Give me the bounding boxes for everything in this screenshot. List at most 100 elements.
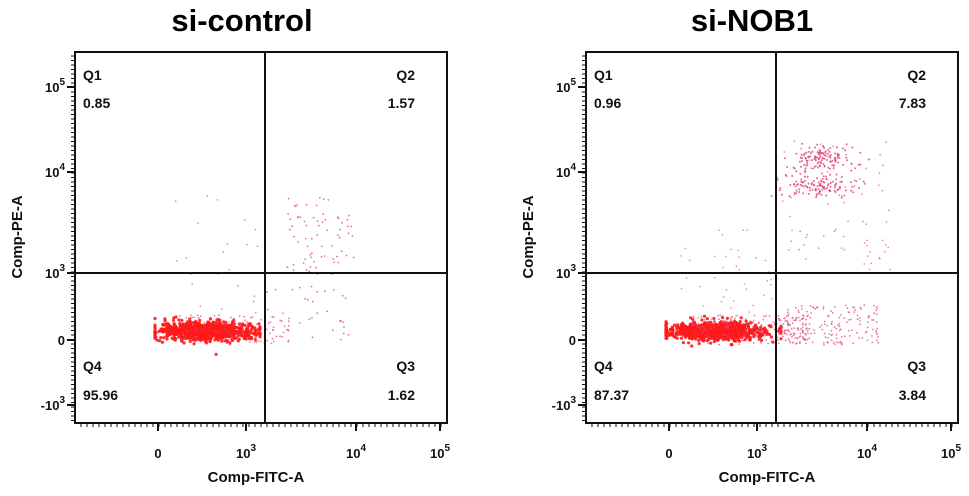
data-point [798,191,801,193]
quadrant-name-q2: Q2 [396,67,415,83]
data-point [303,220,306,223]
data-point [710,327,712,330]
data-point [742,339,745,342]
data-point [850,162,853,165]
data-point [827,341,829,344]
data-point [855,180,858,183]
data-point [836,189,839,192]
data-point [232,337,237,341]
data-point [821,328,824,331]
data-point [744,328,747,331]
data-point [332,289,335,291]
data-point [203,321,206,324]
data-point [312,216,315,219]
data-point [813,165,816,168]
data-point [697,342,701,346]
data-point [673,323,677,327]
data-point [186,329,188,332]
data-point [754,326,758,330]
data-point [875,309,878,312]
data-point [816,143,819,146]
data-point [723,333,726,336]
data-point [777,315,780,317]
data-point [798,248,800,251]
data-point [694,330,697,333]
data-point [823,185,826,188]
data-point [220,339,224,343]
data-point [316,220,319,223]
data-point [803,180,806,182]
data-point [797,183,800,186]
data-point [801,160,803,162]
data-point [223,334,226,337]
y-tick-label: 104 [556,162,576,180]
data-point [223,328,226,330]
data-point [267,322,270,325]
tick-base: 10 [45,266,59,281]
data-point [302,262,305,264]
data-point [299,216,302,219]
data-point [840,247,843,250]
data-point [811,188,814,191]
data-point [700,318,704,322]
data-point [735,315,737,317]
data-point [331,329,334,332]
data-point [698,326,701,328]
data-point [238,321,241,324]
data-point [159,327,163,331]
data-point [830,339,833,342]
data-point [877,341,880,344]
data-point [191,326,195,331]
data-point [684,324,688,329]
data-point [173,329,177,333]
data-point [805,159,808,162]
data-point [765,315,767,317]
data-point [795,306,797,309]
data-point [846,307,849,309]
data-point [840,195,843,198]
data-point [817,188,820,191]
data-point [704,337,706,339]
data-point [199,315,202,318]
data-point [691,322,694,325]
data-point [760,324,763,326]
data-point [323,255,326,257]
data-point [845,154,847,156]
tick-exponent: 4 [570,162,576,173]
data-point [820,324,823,327]
data-point [825,187,828,190]
data-point [781,326,784,329]
data-point [875,331,878,334]
data-point [725,328,729,332]
data-point [292,269,295,272]
data-point [824,336,827,339]
tick-base: 0 [58,333,65,348]
data-point [680,330,685,334]
data-point [208,326,211,329]
data-point [222,251,225,253]
x-tick-label: 103 [747,443,767,461]
data-point [757,329,760,332]
data-point [824,151,827,154]
data-point [763,330,767,335]
data-point [803,175,806,178]
data-point [254,336,256,339]
data-point [692,315,695,318]
data-point [687,341,691,345]
data-point [875,329,878,332]
data-point [815,187,817,190]
data-point [868,315,871,317]
data-point [843,201,846,204]
data-point [793,327,796,329]
data-point [231,338,234,341]
data-point [793,319,795,322]
data-point [835,327,838,330]
data-point [794,337,796,339]
data-point [820,193,823,196]
data-point [814,189,817,192]
data-point [244,219,246,222]
data-point [320,256,323,258]
data-point [799,332,802,335]
data-point [831,312,834,314]
data-point [308,318,311,321]
